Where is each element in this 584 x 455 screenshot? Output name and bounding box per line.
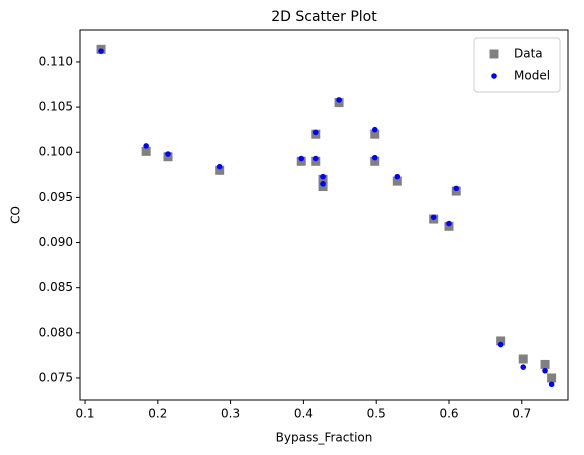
point [312,129,319,136]
legend-marker [491,73,497,79]
x-axis-label: Bypass_Fraction [276,431,373,445]
y-tick-label: 0.095 [39,190,73,204]
point [298,155,305,162]
x-tick-label: 0.4 [294,407,313,421]
point [216,163,223,170]
point [453,185,460,192]
y-axis-label: CO [9,206,23,224]
legend-label: Model [514,69,550,83]
legend-marker [489,49,499,59]
y-tick-label: 0.080 [39,325,73,339]
y-tick-label: 0.075 [39,370,73,384]
point [320,181,326,187]
point [141,146,151,156]
x-tick-label: 0.2 [148,407,167,421]
point [336,97,342,103]
point [98,48,104,54]
x-tick-label: 0.6 [439,407,458,421]
point [520,364,527,370]
y-tick-label: 0.085 [39,280,73,294]
point [496,336,506,346]
point [320,173,326,180]
point [430,214,437,221]
point [371,154,378,161]
y-tick-label: 0.100 [39,145,73,159]
y-tick-label: 0.105 [39,100,73,114]
point [497,341,504,348]
point [540,359,550,369]
point [394,173,401,180]
point [143,143,149,149]
point [165,151,171,157]
point [312,155,319,162]
x-tick-label: 0.3 [221,407,240,421]
point [542,367,548,374]
point [548,381,555,388]
y-tick-label: 0.110 [39,54,73,68]
point [370,156,380,166]
chart-title: 2D Scatter Plot [271,9,377,25]
point [518,354,528,364]
point [370,129,380,139]
x-tick-label: 0.1 [75,407,94,421]
plot-frame [79,29,569,401]
legend-label: Data [514,47,543,61]
x-tick-label: 0.5 [367,407,386,421]
point [392,176,402,186]
point [547,373,557,383]
point [446,220,452,227]
y-tick-label: 0.090 [39,235,73,249]
point [215,165,225,175]
point [371,126,378,133]
x-tick-label: 0.7 [512,407,531,421]
